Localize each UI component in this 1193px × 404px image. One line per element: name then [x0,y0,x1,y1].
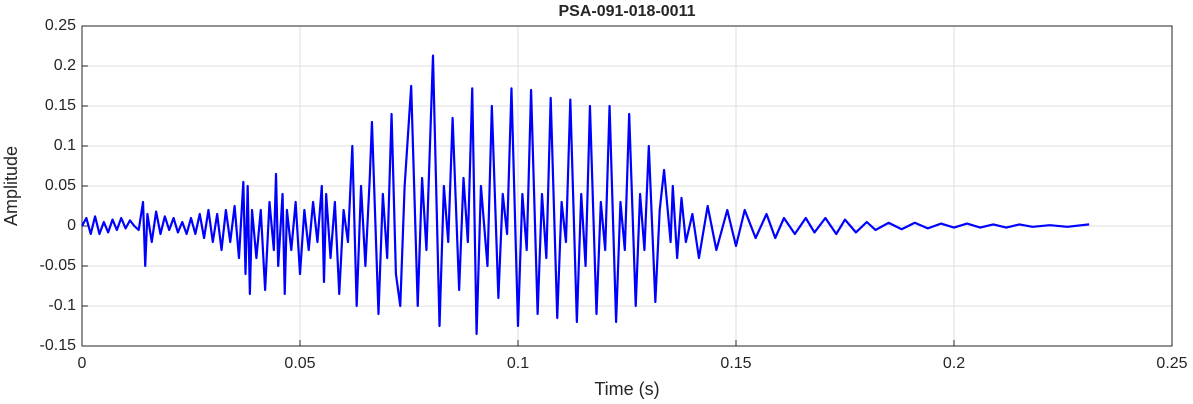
x-tick-label: 0.1 [507,355,529,372]
y-tick-label: 0 [67,217,76,234]
x-tick-label: 0.15 [720,355,751,372]
x-tick-label: 0.05 [284,355,315,372]
x-axis-label: Time (s) [594,379,659,399]
y-tick-label: 0.15 [45,97,76,114]
y-tick-label: 0.05 [45,177,76,194]
chart-title: PSA-091-018-0011 [559,3,696,20]
y-tick-label: 0.25 [45,17,76,34]
x-tick-label: 0.2 [943,355,965,372]
x-tick-label: 0.25 [1156,355,1187,372]
y-tick-label: -0.1 [48,297,76,314]
y-axis-label: Amplitude [1,146,21,226]
line [81,54,1090,336]
y-tick-label: -0.05 [40,257,77,274]
y-tick-label: -0.15 [40,337,77,354]
y-tick-label: 0.2 [54,57,76,74]
plot-box [81,25,1173,347]
x-tick-label: 0 [78,355,87,372]
y-tick-label: 0.1 [54,137,76,154]
